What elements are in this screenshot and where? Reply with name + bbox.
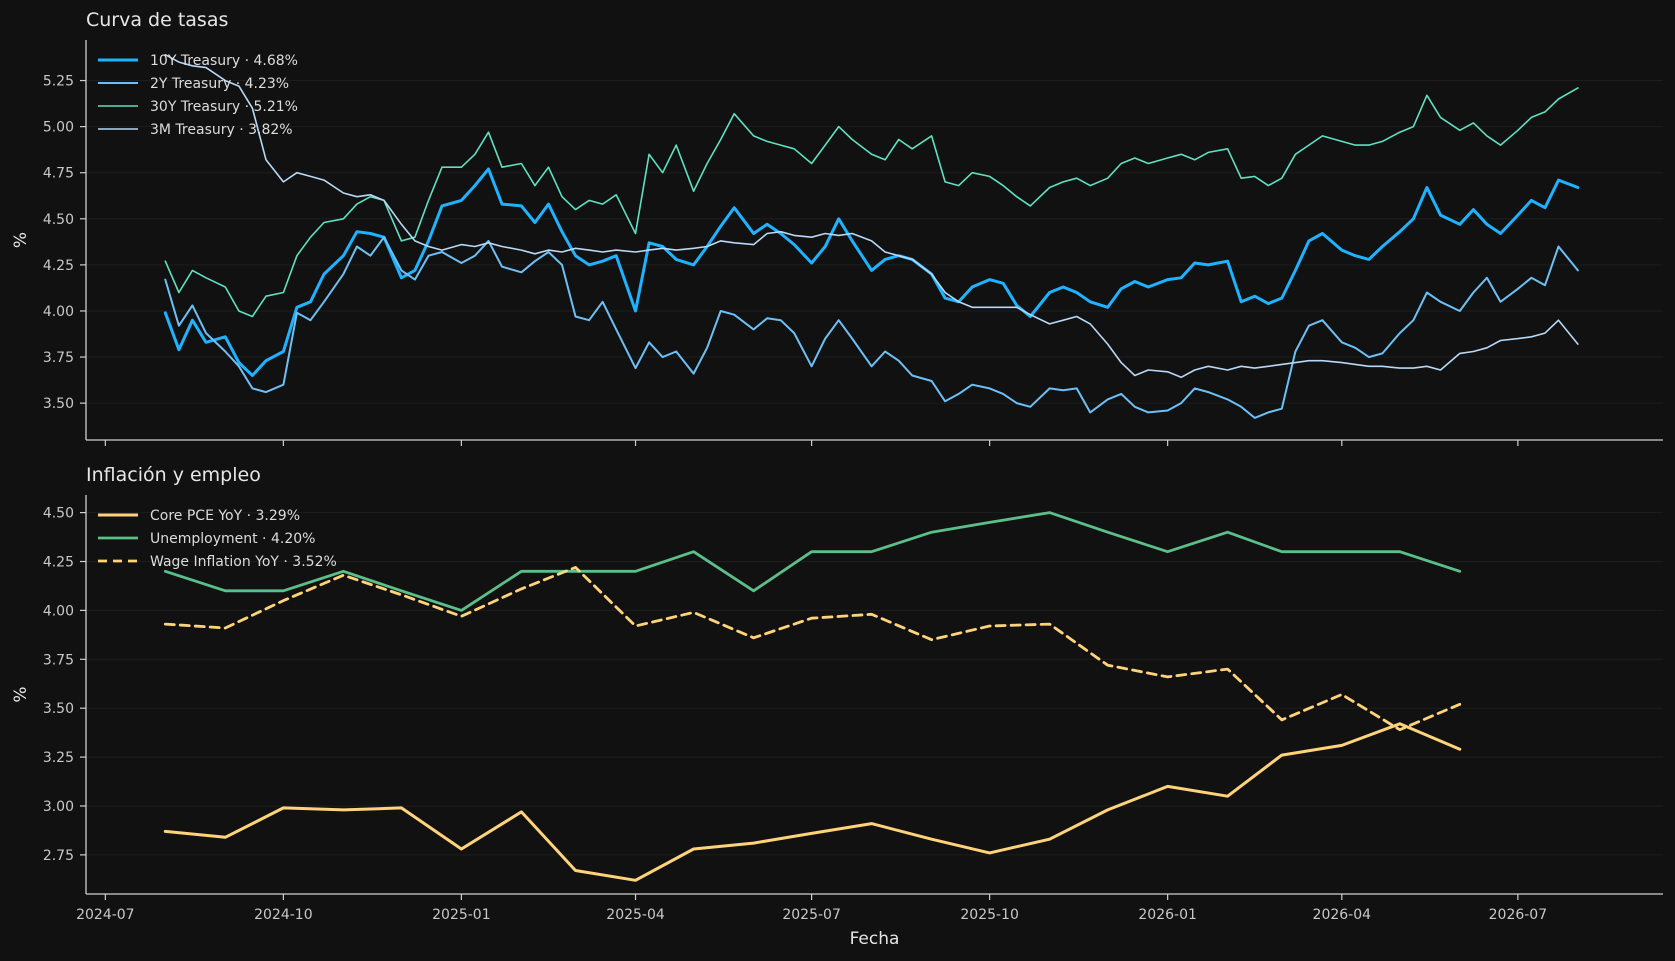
chart-2-y-tick-label: 4.00 (43, 603, 74, 619)
chart-1-y-tick-label: 3.75 (43, 350, 74, 366)
chart-1-panel: Curva de tasas 3.50 3.75 4.00 4.25 4.50 4.75 5.… (11, 9, 1663, 446)
chart-2-series-1-line (163, 722, 1462, 882)
chart-1-series-2-line (164, 236, 1579, 419)
chart-1-y-tick-label: 3.50 (43, 396, 74, 412)
chart-1-series-4-line (164, 53, 1579, 379)
chart-2-series-2-line (163, 511, 1462, 612)
chart-1-y-tick-label: 5.25 (43, 74, 74, 90)
chart-2-y-tick-label: 2.75 (43, 848, 74, 864)
chart-2-x-tick-label: 2025-01 (432, 907, 491, 923)
chart-1-title: Curva de tasas (86, 9, 228, 31)
chart-1-legend-label: 30Y Treasury · 5.21% (150, 99, 298, 115)
chart-2-x-tick-label: 2024-07 (76, 907, 135, 923)
chart-2-x-axis-label: Fecha (850, 929, 900, 949)
chart-2-y-axis-label: % (11, 686, 31, 702)
chart-2-y-tick-label: 4.50 (43, 506, 74, 522)
chart-2-y-tick-label: 4.25 (43, 555, 74, 571)
chart-2-y-tick-label: 3.00 (43, 799, 74, 815)
chart-1-y-tick-label: 5.00 (43, 120, 74, 136)
chart-1-y-tick-label: 4.00 (43, 304, 74, 320)
chart-2-y-tick-label: 3.75 (43, 652, 74, 668)
chart-2-series-3-line (163, 566, 1462, 732)
chart-2-x-tick-label: 2026-04 (1313, 907, 1372, 923)
chart-1-y-tick-label: 4.75 (43, 166, 74, 182)
chart-2-x-tick-label: 2026-01 (1138, 907, 1197, 923)
chart-1-y-tick-label: 4.50 (43, 212, 74, 228)
chart-2-title: Inflación y empleo (86, 464, 261, 486)
chart-2-legend-label: Unemployment · 4.20% (150, 531, 315, 547)
chart-1-legend-label: 10Y Treasury · 4.68% (150, 53, 298, 69)
chart-1-legend-label: 3M Treasury · 3.82% (150, 122, 293, 138)
chart-2-x-tick-label: 2025-04 (606, 907, 665, 923)
chart-1-y-tick-label: 4.25 (43, 258, 74, 274)
chart-2-x-tick-label: 2025-07 (782, 907, 841, 923)
chart-1-legend-label: 2Y Treasury · 4.23% (150, 76, 289, 92)
chart-2-panel: Inflación y empleo 2.75 3.00 3.25 3.50 3.75 4.… (11, 464, 1663, 949)
chart-2-y-tick-label: 3.25 (43, 750, 74, 766)
chart-2-legend-label: Core PCE YoY · 3.29% (150, 508, 300, 524)
chart-2-y-tick-label: 3.50 (43, 701, 74, 717)
chart-1-series-3-line (164, 87, 1579, 318)
chart-1-series-1-line (163, 167, 1580, 377)
chart-2-x-tick-label: 2026-07 (1489, 907, 1548, 923)
chart-2-legend-label: Wage Inflation YoY · 3.52% (150, 554, 337, 570)
chart-2-x-tick-label: 2024-10 (254, 907, 313, 923)
chart-1-y-axis-label: % (11, 232, 31, 248)
chart-2-x-tick-label: 2025-10 (960, 907, 1019, 923)
